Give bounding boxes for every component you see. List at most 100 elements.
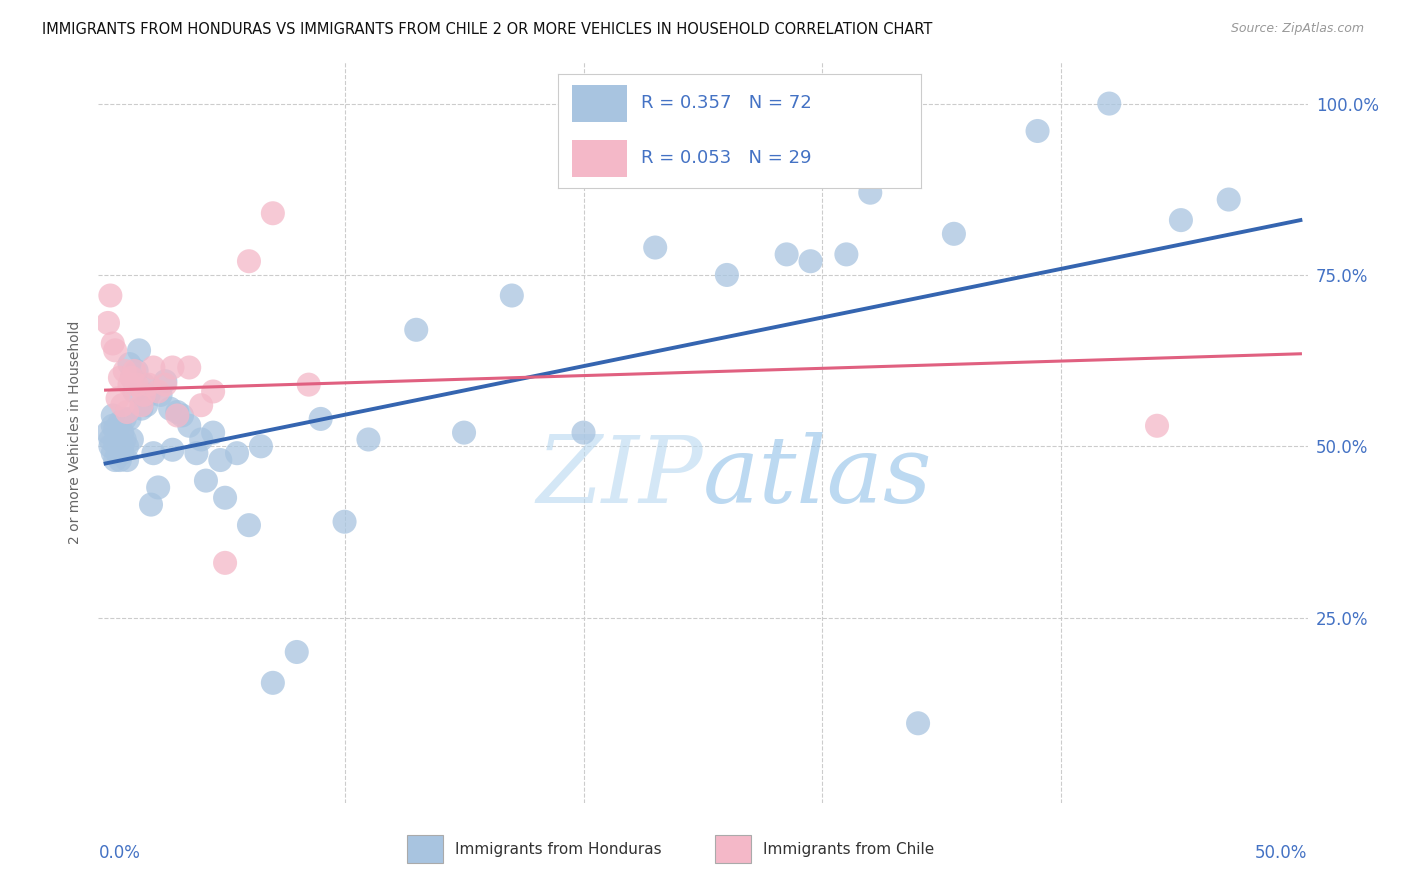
Point: [114, 433, 136, 447]
Point: [170, 409, 193, 423]
Point: [186, 446, 208, 460]
Point: [114, 364, 136, 378]
Point: [214, 491, 236, 505]
Text: IMMIGRANTS FROM HONDURAS VS IMMIGRANTS FROM CHILE 2 OR MORE VEHICLES IN HOUSEHOL: IMMIGRANTS FROM HONDURAS VS IMMIGRANTS F…: [42, 22, 932, 37]
Point: [139, 498, 162, 512]
Point: [250, 439, 273, 453]
Point: [125, 364, 148, 378]
Point: [1098, 96, 1121, 111]
Point: [644, 240, 666, 255]
Point: [202, 384, 225, 399]
Point: [138, 388, 160, 402]
Point: [108, 453, 131, 467]
Point: [285, 645, 308, 659]
Y-axis label: 2 or more Vehicles in Household: 2 or more Vehicles in Household: [69, 321, 83, 544]
Point: [166, 409, 188, 423]
Point: [131, 398, 153, 412]
Text: 50.0%: 50.0%: [1256, 844, 1308, 862]
Point: [114, 412, 136, 426]
Point: [101, 446, 124, 460]
Text: 0.0%: 0.0%: [98, 844, 141, 862]
Point: [238, 518, 260, 533]
Point: [453, 425, 475, 440]
Point: [179, 418, 201, 433]
Point: [107, 446, 129, 460]
Point: [98, 288, 121, 302]
Text: atlas: atlas: [703, 432, 932, 522]
Point: [142, 446, 165, 460]
Point: [146, 480, 169, 494]
Point: [405, 323, 427, 337]
Point: [121, 371, 143, 385]
Point: [942, 227, 965, 241]
Point: [1218, 193, 1240, 207]
Point: [226, 446, 249, 460]
Point: [162, 360, 184, 375]
Point: [333, 515, 356, 529]
Point: [907, 716, 929, 731]
Point: [209, 453, 232, 467]
Point: [138, 377, 160, 392]
Point: [202, 425, 225, 440]
Point: [190, 433, 212, 447]
Point: [262, 206, 284, 220]
Point: [162, 442, 184, 457]
Point: [97, 316, 120, 330]
Point: [194, 474, 217, 488]
Point: [122, 384, 145, 399]
Text: ZIP: ZIP: [536, 432, 703, 522]
Point: [572, 425, 595, 440]
Point: [146, 384, 169, 399]
Point: [214, 556, 236, 570]
Point: [1146, 418, 1168, 433]
Point: [131, 401, 153, 416]
Point: [859, 186, 882, 200]
Point: [101, 418, 124, 433]
Point: [142, 360, 165, 375]
Point: [118, 377, 141, 392]
Point: [262, 676, 284, 690]
Point: [155, 374, 177, 388]
Point: [132, 388, 155, 402]
Point: [135, 398, 157, 412]
Point: [309, 412, 332, 426]
Point: [98, 433, 121, 447]
Point: [298, 377, 321, 392]
Point: [125, 377, 148, 392]
Point: [118, 412, 141, 426]
Point: [1026, 124, 1049, 138]
Point: [166, 405, 188, 419]
Point: [835, 247, 858, 261]
Point: [357, 433, 380, 447]
Point: [775, 247, 797, 261]
Point: [1170, 213, 1192, 227]
Point: [107, 429, 129, 443]
Point: [121, 371, 143, 385]
Point: [118, 357, 141, 371]
Point: [238, 254, 260, 268]
Point: [111, 446, 134, 460]
Point: [121, 433, 143, 447]
Point: [190, 398, 212, 412]
Point: [104, 453, 127, 467]
Point: [115, 405, 138, 419]
Point: [107, 392, 129, 406]
Point: [101, 409, 124, 423]
Point: [111, 439, 134, 453]
Point: [108, 371, 131, 385]
Point: [101, 336, 124, 351]
Point: [799, 254, 821, 268]
Point: [111, 425, 134, 440]
Point: [128, 343, 150, 358]
Point: [107, 439, 129, 453]
Point: [104, 436, 127, 450]
Point: [108, 415, 131, 429]
Point: [104, 422, 127, 436]
Point: [159, 401, 181, 416]
Point: [155, 377, 177, 392]
Point: [132, 377, 155, 392]
Point: [149, 388, 172, 402]
Point: [179, 360, 201, 375]
Point: [111, 398, 134, 412]
Point: [115, 453, 138, 467]
